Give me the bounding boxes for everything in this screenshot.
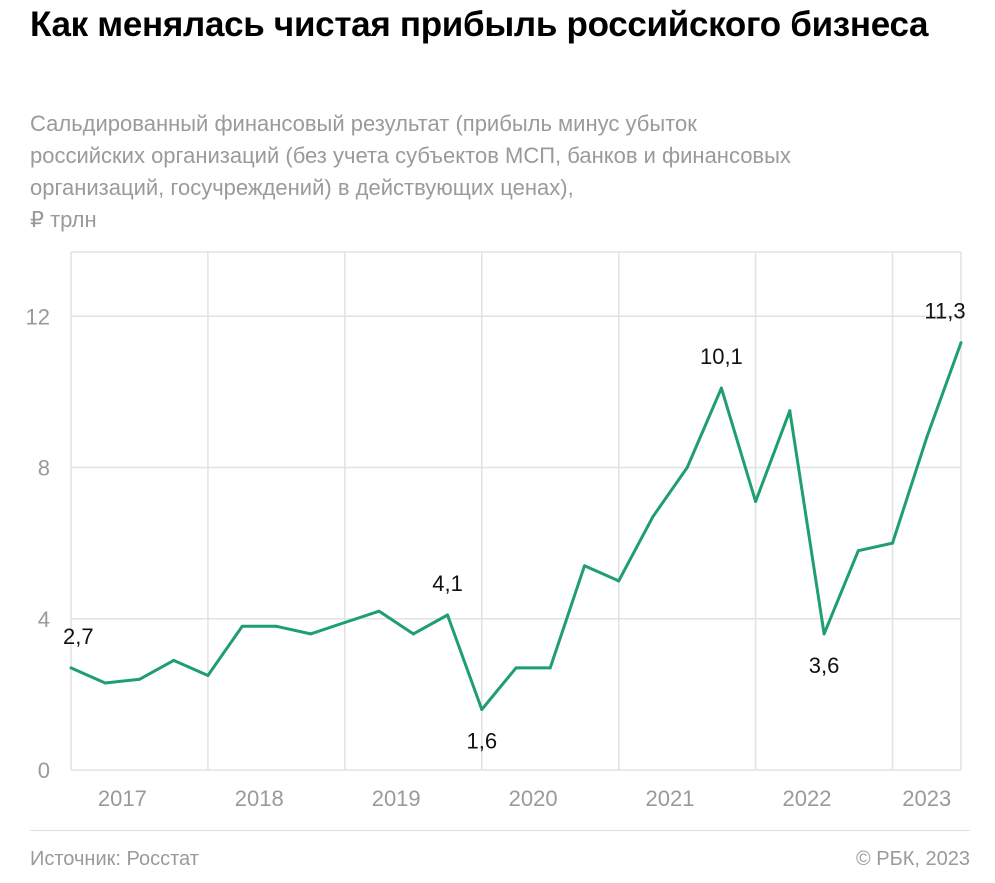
subtitle-line: российских организаций (без учета субъек… [30,143,791,168]
data-point [617,579,621,583]
chart-title: Как менялась чистая прибыль российского … [30,5,929,44]
y-tick-label: 8 [38,456,50,481]
x-tick-label: 2023 [902,786,951,811]
subtitle-line: ₽ трлн [30,207,97,232]
data-point [685,466,689,470]
y-tick-label: 12 [26,304,50,329]
data-point [377,609,381,613]
data-point [754,500,758,504]
data-label: 3,6 [809,653,840,678]
data-point [925,435,929,439]
data-point [240,624,244,628]
data-point [548,666,552,670]
data-point [959,341,963,345]
y-tick-label: 4 [38,607,50,632]
data-point [856,549,860,553]
copyright: © РБК, 2023 [855,848,970,870]
data-point [69,666,73,670]
data-label: 4,1 [432,571,463,596]
data-label: 2,7 [63,624,94,649]
footer-divider [30,830,970,831]
source-note: Источник: Росстат [30,848,199,870]
data-label: 10,1 [700,344,743,369]
data-point [891,541,895,545]
x-tick-label: 2018 [235,786,284,811]
x-tick-label: 2017 [98,786,147,811]
y-tick-label: 0 [38,758,50,783]
data-label: 11,3 [924,299,965,324]
data-point [274,624,278,628]
data-point [309,632,313,636]
x-tick-label: 2022 [782,786,831,811]
data-point [103,681,107,685]
data-point [172,658,176,662]
data-point [206,673,210,677]
x-tick-label: 2020 [509,786,558,811]
data-point [651,515,655,519]
data-point [137,677,141,681]
data-point [514,666,518,670]
data-point [822,632,826,636]
data-point [411,632,415,636]
data-point [446,613,450,617]
data-label: 1,6 [466,729,497,754]
data-point [719,386,723,390]
x-tick-label: 2019 [372,786,421,811]
chart-subtitle: Сальдированный финансовый результат (при… [30,108,980,236]
data-point [480,708,484,712]
subtitle-line: Сальдированный финансовый результат (при… [30,111,697,136]
data-point [343,621,347,625]
subtitle-line: организаций, госучреждений) в действующи… [30,175,574,200]
data-point [582,564,586,568]
data-point [788,409,792,413]
x-tick-label: 2021 [646,786,695,811]
